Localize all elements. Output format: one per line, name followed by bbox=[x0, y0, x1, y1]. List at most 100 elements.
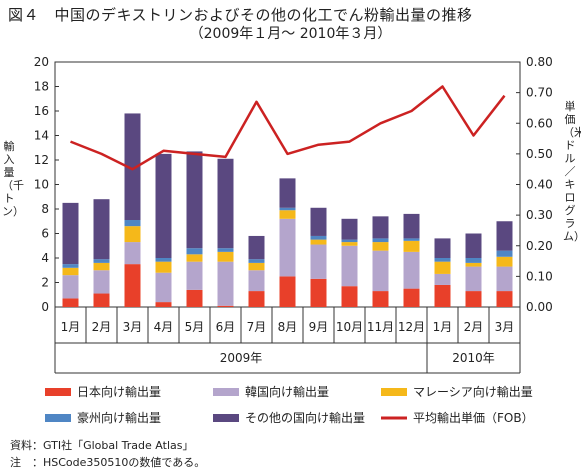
year-label: 2009年 bbox=[220, 351, 263, 365]
legend-label: マレーシア向け輸出量 bbox=[413, 384, 533, 399]
x-tick-label: 1月 bbox=[61, 320, 81, 334]
bar-segment bbox=[403, 251, 420, 289]
bar-segment bbox=[217, 305, 234, 307]
y-right-tick-label: 0.60 bbox=[526, 116, 553, 130]
x-tick-label: 10月 bbox=[336, 320, 363, 334]
x-tick-label: 4月 bbox=[154, 320, 174, 334]
source-note: 資料：GTI社「Global Trade Atlas」 bbox=[10, 439, 194, 452]
x-tick-label: 3月 bbox=[123, 320, 143, 334]
bar-segment bbox=[155, 153, 172, 258]
bar-segment bbox=[310, 239, 327, 245]
bar-segment bbox=[62, 275, 79, 299]
bar-series bbox=[62, 113, 513, 307]
bar-segment bbox=[186, 289, 203, 307]
y-left-tick-label: 12 bbox=[34, 153, 49, 167]
bar-segment bbox=[403, 288, 420, 307]
bar-segment bbox=[124, 242, 141, 265]
bar-segment bbox=[434, 284, 451, 307]
bar-segment bbox=[93, 199, 110, 260]
bar-segment bbox=[155, 302, 172, 307]
bar-segment bbox=[217, 248, 234, 252]
bar-segment bbox=[279, 178, 296, 208]
bar-segment bbox=[465, 233, 482, 258]
bar-segment bbox=[465, 266, 482, 292]
bar-segment bbox=[372, 242, 389, 251]
bar-segment bbox=[310, 278, 327, 307]
x-tick-label: 2月 bbox=[464, 320, 484, 334]
bar-segment bbox=[248, 291, 265, 307]
legend-swatch bbox=[213, 414, 239, 422]
y-right-tick-label: 0.00 bbox=[526, 300, 553, 314]
legend-swatch bbox=[45, 388, 71, 396]
y-left-tick-label: 6 bbox=[41, 227, 49, 241]
bar-segment bbox=[124, 220, 141, 227]
bar-segment bbox=[310, 244, 327, 279]
bar-segment bbox=[434, 261, 451, 274]
legend-swatch bbox=[45, 414, 71, 422]
bar-segment bbox=[341, 218, 358, 240]
bar-segment bbox=[403, 213, 420, 239]
bar-segment bbox=[434, 258, 451, 262]
bar-segment bbox=[496, 266, 513, 292]
bar-segment bbox=[496, 250, 513, 257]
bar-segment bbox=[186, 254, 203, 262]
bar-segment bbox=[93, 259, 110, 263]
bar-segment bbox=[124, 226, 141, 243]
bar-segment bbox=[248, 235, 265, 260]
bar-segment bbox=[496, 256, 513, 267]
bar-segment bbox=[279, 218, 296, 277]
chart-title: 図４ 中国のデキストリンおよびその他の化工でん粉輸出量の推移 bbox=[8, 6, 473, 24]
legend-swatch bbox=[213, 388, 239, 396]
bar-segment bbox=[465, 258, 482, 263]
x-tick-label: 7月 bbox=[247, 320, 267, 334]
bar-segment bbox=[248, 270, 265, 292]
x-tick-label: 12月 bbox=[398, 320, 425, 334]
bar-segment bbox=[248, 259, 265, 263]
bar-segment bbox=[186, 248, 203, 255]
y-right-tick-label: 0.20 bbox=[526, 239, 553, 253]
bar-segment bbox=[93, 262, 110, 271]
bar-segment bbox=[155, 261, 172, 273]
x-tick-label: 5月 bbox=[185, 320, 205, 334]
bar-segment bbox=[372, 216, 389, 239]
bar-segment bbox=[62, 298, 79, 307]
legend-label: 日本向け輸出量 bbox=[77, 384, 161, 399]
y-left-tick-label: 16 bbox=[34, 104, 49, 118]
bar-segment bbox=[124, 113, 141, 221]
legend-swatch bbox=[381, 388, 407, 396]
bar-segment bbox=[310, 207, 327, 236]
bar-segment bbox=[279, 207, 296, 211]
bar-segment bbox=[341, 286, 358, 307]
bar-segment bbox=[279, 210, 296, 219]
y-axis-left-label: 輸入量（千トン） bbox=[2, 140, 24, 218]
bar-segment bbox=[93, 293, 110, 307]
y-right-tick-label: 0.40 bbox=[526, 178, 553, 192]
bar-segment bbox=[124, 264, 141, 307]
bar-segment bbox=[496, 221, 513, 251]
y-left-tick-label: 4 bbox=[41, 251, 49, 265]
bar-segment bbox=[248, 262, 265, 271]
bar-segment bbox=[403, 240, 420, 252]
x-tick-label: 11月 bbox=[367, 320, 394, 334]
y-left-tick-label: 2 bbox=[41, 276, 49, 290]
y-left-tick-label: 18 bbox=[34, 80, 49, 94]
bar-segment bbox=[372, 291, 389, 307]
year-label: 2010年 bbox=[452, 351, 495, 365]
bar-segment bbox=[62, 202, 79, 265]
y-right-tick-label: 0.50 bbox=[526, 147, 553, 161]
bar-segment bbox=[403, 238, 420, 241]
y-right-tick-label: 0.30 bbox=[526, 208, 553, 222]
bar-segment bbox=[186, 261, 203, 290]
y-axis-right-label: 単価（米ドル／キログラム） bbox=[563, 100, 581, 243]
bar-segment bbox=[341, 242, 358, 246]
legend-label: 平均輸出単価（FOB） bbox=[413, 410, 534, 425]
bar-segment bbox=[341, 239, 358, 243]
bar-segment bbox=[217, 158, 234, 249]
y-left-tick-label: 10 bbox=[34, 178, 49, 192]
bar-segment bbox=[186, 151, 203, 249]
x-tick-label: 3月 bbox=[495, 320, 515, 334]
bar-segment bbox=[465, 262, 482, 267]
y-left-tick-label: 20 bbox=[34, 55, 49, 69]
x-tick-label: 8月 bbox=[278, 320, 298, 334]
